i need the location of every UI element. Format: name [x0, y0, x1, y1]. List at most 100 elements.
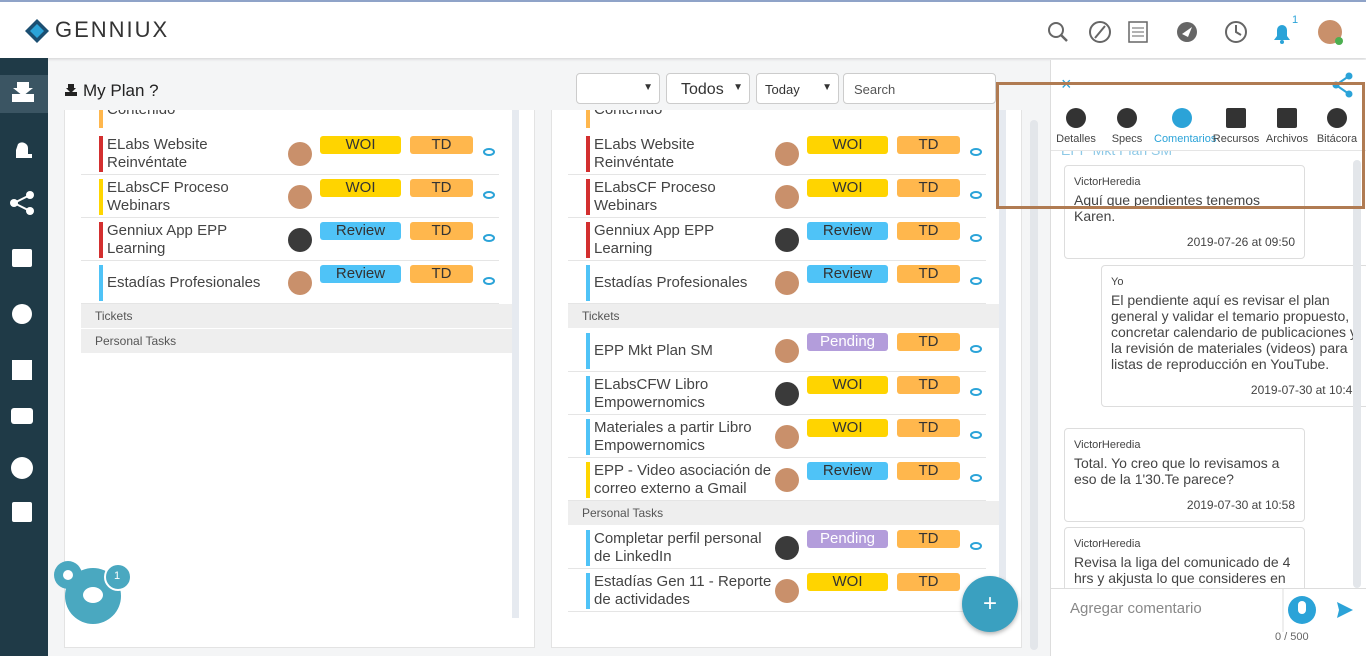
task-row[interactable]: ELabsCF Proceso Webinars WOI TD [81, 175, 499, 218]
panel-tab[interactable]: Recursos [1208, 108, 1264, 145]
view-icon[interactable] [970, 388, 982, 396]
tab-icon [1117, 108, 1137, 128]
task-name: ELabsCFW Libro Empowernomics [594, 375, 709, 411]
add-button[interactable]: + [962, 576, 1018, 632]
comment-time: 2019-07-30 at 10:58 [1186, 498, 1295, 512]
top-bar: GENNIUX 1 [0, 0, 1366, 58]
view-icon[interactable] [483, 191, 495, 199]
tab-label: Specs [1111, 133, 1143, 145]
task-row[interactable]: Genniux App EPP Learning Review TD [81, 218, 499, 261]
cut-task-bar [99, 110, 103, 128]
status-badge: WOI [807, 179, 888, 197]
panel-scrollbar [1353, 160, 1361, 588]
search-input[interactable]: Search [843, 73, 996, 104]
filter-select[interactable]: Today ▼ [756, 73, 839, 104]
list-scrollbar [999, 110, 1006, 618]
cut-task-bar [586, 110, 590, 128]
task-name: Estadías Profesionales [107, 273, 261, 291]
tab-icon [1277, 108, 1297, 128]
task-color [586, 419, 590, 455]
panel-tab[interactable]: Comentarios [1154, 108, 1216, 145]
sidebar-icons[interactable] [0, 58, 48, 538]
panel-tab[interactable]: Bitácora [1309, 108, 1365, 145]
view-icon[interactable] [970, 277, 982, 285]
section-header: Personal Tasks [81, 329, 512, 353]
task-name: ELabs Website Reinvéntate [594, 135, 695, 171]
task-row[interactable]: Genniux App EPP Learning Review TD [568, 218, 986, 261]
input-buttons[interactable] [1281, 588, 1366, 632]
status-badge: Pending [807, 333, 888, 351]
sidebar [0, 58, 48, 656]
section-header: Personal Tasks [568, 501, 999, 525]
chat-button[interactable] [50, 558, 140, 628]
scrollbar [1030, 120, 1038, 650]
task-name: EPP - Video asociación de correo externo… [594, 461, 772, 497]
filter-select[interactable]: Todos ▼ [666, 73, 750, 104]
panel-tab[interactable]: Specs [1099, 108, 1155, 145]
cut-task: Contenido [594, 110, 772, 119]
view-icon[interactable] [970, 234, 982, 242]
priority-badge: TD [897, 265, 960, 283]
view-icon[interactable] [483, 277, 495, 285]
task-name: Estadías Gen 11 - Reporte de actividades [594, 572, 772, 608]
cut-task: Contenido [107, 110, 285, 119]
task-color [99, 136, 103, 172]
view-icon[interactable] [970, 345, 982, 353]
panel-title: EPP Mkt Plan SM [1061, 146, 1173, 156]
task-name: Completar perfil personal de LinkedIn [594, 529, 762, 565]
task-row[interactable]: ELabs Website Reinvéntate WOI TD [81, 132, 499, 175]
task-color [586, 265, 590, 301]
tab-label: Recursos [1212, 133, 1260, 145]
avatar [775, 271, 799, 295]
comment: Yo El pendiente aquí es revisar el plan g… [1101, 265, 1366, 407]
priority-badge: TD [897, 419, 960, 437]
comment-author: VictorHeredia [1074, 538, 1141, 550]
task-row[interactable]: ELabsCFW Libro Empowernomics WOI TD [568, 372, 986, 415]
view-icon[interactable] [970, 191, 982, 199]
comment-text: Aquí que pendientes tenemos Karen. [1074, 192, 1261, 224]
task-row[interactable]: Estadías Profesionales Review TD [568, 261, 986, 304]
view-icon[interactable] [970, 542, 982, 550]
task-name: Materiales a partir Libro Empowernomics [594, 418, 752, 454]
task-row[interactable]: EPP - Video asociación de correo externo… [568, 458, 986, 501]
priority-badge: TD [897, 136, 960, 154]
task-row[interactable]: EPP Mkt Plan SM Pending TD [568, 329, 986, 372]
task-row[interactable]: ELabsCF Proceso Webinars WOI TD [568, 175, 986, 218]
view-icon[interactable] [970, 431, 982, 439]
task-color [99, 222, 103, 258]
tab-label: Bitácora [1316, 133, 1358, 145]
task-row[interactable]: ELabs Website Reinvéntate WOI TD [568, 132, 986, 175]
task-name: ELabs Website Reinvéntate [107, 135, 208, 171]
comment-author: VictorHeredia [1074, 176, 1141, 188]
tab-icon [1172, 108, 1192, 128]
priority-badge: TD [410, 136, 473, 154]
panel-tab[interactable]: Archivos [1259, 108, 1315, 145]
comment-author: Yo [1111, 276, 1124, 288]
task-row[interactable]: Completar perfil personal de LinkedIn Pen… [568, 526, 986, 569]
view-icon[interactable] [483, 148, 495, 156]
status-badge: Review [807, 265, 888, 283]
view-icon[interactable] [970, 474, 982, 482]
task-name: ELabsCF Proceso Webinars [594, 178, 716, 214]
status-badge: WOI [807, 419, 888, 437]
comment-input[interactable]: Agregar comentario [1070, 600, 1202, 617]
header-icons[interactable] [1040, 12, 1360, 52]
filter-select[interactable]: ▼ [576, 73, 660, 104]
avatar [775, 425, 799, 449]
task-name: ELabsCF Proceso Webinars [107, 178, 229, 214]
view-icon[interactable] [483, 234, 495, 242]
view-icon[interactable] [970, 148, 982, 156]
comment: VictorHeredia Aquí que pendientes tenemos… [1064, 165, 1305, 259]
priority-badge: TD [897, 573, 960, 591]
task-row[interactable]: Estadías Profesionales Review TD [81, 261, 499, 304]
task-color [99, 179, 103, 215]
panel-tab[interactable]: Detalles [1048, 108, 1104, 145]
task-row[interactable]: Estadías Gen 11 - Reporte de actividades… [568, 569, 986, 612]
status-badge: WOI [320, 179, 401, 197]
task-color [586, 376, 590, 412]
task-row[interactable]: Materiales a partir Libro Empowernomics W… [568, 415, 986, 458]
task-name: Estadías Profesionales [594, 273, 748, 291]
avatar [775, 228, 799, 252]
status-badge: WOI [807, 573, 888, 591]
